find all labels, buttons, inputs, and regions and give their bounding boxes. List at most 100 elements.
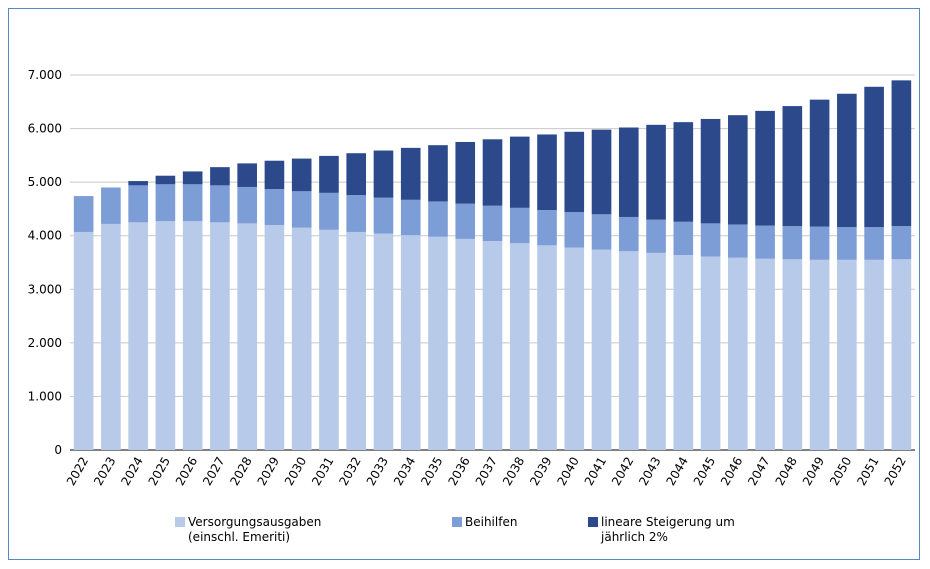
bar-segment <box>400 235 421 450</box>
bar-segment <box>618 216 639 252</box>
bar-segment <box>346 231 367 450</box>
bar-segment <box>755 225 775 259</box>
bar-segment <box>73 196 94 232</box>
x-tick-label: 2030 <box>282 455 309 488</box>
bar-segment <box>482 139 503 206</box>
x-tick-label: 2048 <box>773 455 800 488</box>
x-tick-label: 2029 <box>255 455 282 488</box>
y-tick-label: 6.000 <box>28 122 62 136</box>
bar-segment <box>864 86 884 228</box>
x-tick-label: 2049 <box>800 455 827 488</box>
bar-segment <box>319 229 339 450</box>
bar-segment <box>373 197 394 234</box>
bar-segment <box>291 158 312 192</box>
legend-entry: Versorgungsausgaben (einschl. Emeriti) <box>175 515 325 545</box>
bar-segment <box>455 141 476 204</box>
bar-segment <box>264 160 285 190</box>
bar-segment <box>482 205 503 242</box>
x-tick-label: 2042 <box>609 455 636 488</box>
bar-segment <box>564 212 585 248</box>
bar-segment <box>237 223 257 450</box>
bar-segment <box>782 106 803 227</box>
x-tick-label: 2035 <box>418 455 445 488</box>
bar-segment <box>618 127 639 217</box>
legend-swatch <box>588 517 598 527</box>
x-tick-label: 2040 <box>554 455 581 488</box>
bar-segment <box>700 223 721 257</box>
bar-segment <box>509 207 530 244</box>
bar-segment <box>728 257 748 450</box>
bar-segment <box>291 227 312 450</box>
bar-segment <box>346 195 367 232</box>
y-tick-label: 2.000 <box>28 336 62 350</box>
legend-entry: lineare Steigerung um jährlich 2% <box>588 515 778 545</box>
bar-segment <box>210 222 230 450</box>
bar-segment <box>891 259 912 450</box>
x-tick-label: 2039 <box>527 455 554 488</box>
bar-segment <box>400 147 421 200</box>
x-tick-label: 2024 <box>118 455 145 488</box>
bar-segment <box>673 122 694 222</box>
frame <box>8 8 920 560</box>
bar-segment <box>319 155 339 193</box>
bar-segment <box>346 153 367 195</box>
x-tick-label: 2050 <box>827 455 854 488</box>
bar-segment <box>155 184 176 222</box>
bar-segment <box>728 115 748 225</box>
bar-segment <box>809 99 830 227</box>
bar-segment <box>646 252 666 450</box>
bar-segment <box>509 243 530 450</box>
bar-segment <box>210 167 230 186</box>
x-tick-label: 2051 <box>854 455 881 488</box>
bar-segment <box>837 93 857 228</box>
bar-segment <box>673 255 694 450</box>
legend-label: Versorgungsausgaben (einschl. Emeriti) <box>188 515 322 544</box>
x-tick-label: 2023 <box>91 455 118 488</box>
bar-segment <box>537 210 557 246</box>
bar-segment <box>782 259 803 450</box>
bar-segment <box>182 171 203 185</box>
bar-segment <box>564 247 585 450</box>
x-tick-label: 2041 <box>582 455 609 488</box>
bar-segment <box>618 251 639 450</box>
x-tick-label: 2027 <box>200 455 227 488</box>
bar-segment <box>155 221 176 450</box>
x-tick-label: 2026 <box>173 455 200 488</box>
bar-segment <box>755 258 775 450</box>
x-tick-label: 2031 <box>309 455 336 488</box>
bar-segment <box>319 192 339 230</box>
bar-segment <box>128 181 148 186</box>
bar-segment <box>155 175 176 185</box>
bar-segment <box>755 110 775 226</box>
bar-segment <box>128 222 148 450</box>
bar-segment <box>564 131 585 213</box>
x-tick-label: 2025 <box>146 455 173 488</box>
bar-segment <box>509 136 530 208</box>
bar-segment <box>591 249 612 450</box>
bar-segment <box>891 80 912 227</box>
bar-segment <box>809 259 830 450</box>
bar-segment <box>673 221 694 255</box>
bar-segment <box>837 259 857 450</box>
bar-segment <box>428 236 448 450</box>
bar-segment <box>101 187 121 224</box>
x-tick-label: 2052 <box>882 455 909 488</box>
legend-label: lineare Steigerung um jährlich 2% <box>601 515 735 544</box>
bar-segment <box>210 185 230 223</box>
legend-label: Beihilfen <box>465 515 518 529</box>
y-tick-label: 3.000 <box>28 282 62 296</box>
bar-segment <box>809 226 830 260</box>
y-tick-label: 0 <box>54 443 62 457</box>
y-tick-label: 7.000 <box>28 68 62 82</box>
bar-segment <box>264 225 285 450</box>
bar-segment <box>182 184 203 222</box>
x-tick-label: 2044 <box>664 455 691 488</box>
bar-segment <box>455 238 476 450</box>
bar-segment <box>428 201 448 237</box>
x-tick-label: 2028 <box>227 455 254 488</box>
bar-segment <box>182 221 203 450</box>
bar-segment <box>128 185 148 223</box>
bar-segment <box>537 134 557 210</box>
bar-segment <box>837 227 857 260</box>
